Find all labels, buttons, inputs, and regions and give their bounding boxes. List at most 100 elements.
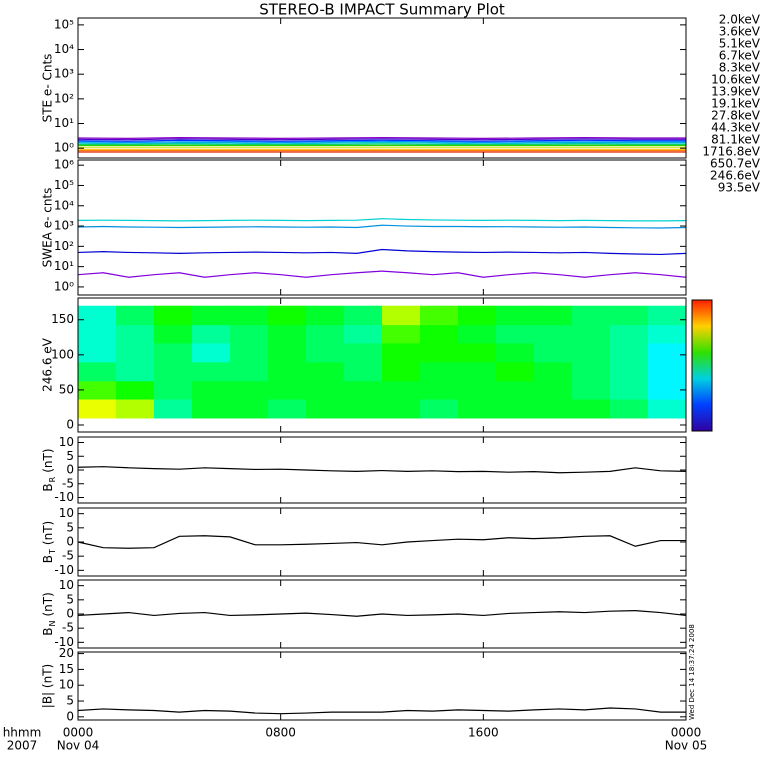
heatmap-cell [116,380,155,400]
heatmap-cell [420,399,459,419]
y-tick-label: 20 [59,646,74,660]
heatmap-cell [154,361,193,382]
y-tick-label: 5 [66,592,74,606]
heatmap-cell [306,380,345,400]
heatmap-cell [496,361,535,382]
heatmap-cell [344,342,383,363]
y-label-symbol: B [41,483,55,491]
heatmap-cell [534,324,573,344]
heatmap-cell [230,361,269,382]
heatmap-cell [420,342,459,363]
heatmap-cell [534,305,573,326]
heatmap-cell [306,361,345,382]
legend-entry: 81.1keV [711,133,761,147]
heatmap-cell [572,380,611,400]
data-line [78,143,686,146]
heatmap-cell [420,380,459,400]
time-unit-label: hhmm [3,726,42,740]
heatmap-cell [344,399,383,419]
heatmap-cell [648,324,687,344]
x-tick-label: 0000 [63,726,94,740]
heatmap-cell [420,361,459,382]
legend-entry: 5.1keV [719,37,761,51]
data-line [77,270,687,278]
legend-entry: 19.1keV [711,97,761,111]
heatmap-cell [192,399,231,419]
y-tick-label: 50 [59,382,74,396]
heatmap-cell [230,324,269,344]
heatmap-cell [154,342,193,363]
y-tick-label: 150 [51,312,74,326]
heatmap-cell [496,324,535,344]
heatmap-cell [268,380,307,400]
y-tick-label: 0 [66,535,74,549]
heatmap-cell [78,361,117,382]
heatmap-cell [382,305,421,326]
y-tick-label: 0 [66,607,74,621]
heatmap-cell [116,399,155,419]
heatmap-cell [306,342,345,363]
y-label-unit: (nT) [41,521,55,545]
heatmap-cell [382,342,421,363]
x-tick-label: 1600 [468,726,499,740]
data-line [77,218,687,222]
heatmap-cell [572,305,611,326]
y-tick-label: 10² [54,239,74,253]
heatmap-cell [154,380,193,400]
heatmap-cell [230,305,269,326]
data-line [77,248,687,256]
heatmap-cell [154,305,193,326]
heatmap-cell [648,399,687,419]
heatmap-cell [610,342,649,363]
heatmap-cell [572,399,611,419]
y-tick-label: -10 [54,635,74,649]
heatmap-cell [534,380,573,400]
heatmap-cell [344,361,383,382]
heatmap-cell [420,305,459,326]
heatmap-cell [458,361,497,382]
y-tick-label: 0 [66,463,74,477]
panel-frame [77,159,687,296]
y-tick-label: 10⁴ [54,42,74,56]
heatmap-cell [344,380,383,400]
legend-entry: 246.6eV [710,169,761,183]
y-tick-label: 0 [66,417,74,431]
heatmap-cell [268,399,307,419]
y-label-subscript: T [48,549,57,555]
y-tick-label: 5 [66,520,74,534]
heatmap-cell [78,380,117,400]
date-label: Nov 05 [665,739,708,753]
legend-entry: 93.5eV [718,181,761,195]
y-tick-label: 15 [59,662,74,676]
y-tick-label: -5 [62,549,74,563]
y-axis-label: STE e- Cnts [41,54,55,123]
heatmap-cell [610,324,649,344]
legend-entry: 44.3keV [711,121,761,135]
heatmap-cell [78,342,117,363]
legend-entry: 8.3keV [719,61,761,75]
y-tick-label: 100 [51,347,74,361]
heatmap-cell [496,399,535,419]
y-tick-label: 10³ [54,67,74,81]
heatmap-cell [610,361,649,382]
y-label-unit: (nT) [41,592,55,616]
heatmap-cell [382,324,421,344]
y-label-unit: (nT) [41,448,55,472]
y-tick-label: 10⁵ [54,178,74,192]
heatmap-cell [572,361,611,382]
heatmap-cell [572,342,611,363]
heatmap-cell [116,305,155,326]
legend-entry: 13.9keV [711,85,761,99]
y-tick-label: 10¹ [54,116,74,130]
y-axis-label: BR (nT) [41,448,57,491]
y-tick-label: 10² [54,91,74,105]
heatmap-cell [268,342,307,363]
data-line [77,136,686,139]
data-line [77,609,687,617]
timestamp: Wed Dec 14 18:37:24 2008 [688,624,696,720]
heatmap-cell [268,305,307,326]
heatmap-cell [382,380,421,400]
y-tick-label: 10¹ [54,259,74,273]
data-line [77,224,687,229]
heatmap-cell [78,305,117,326]
